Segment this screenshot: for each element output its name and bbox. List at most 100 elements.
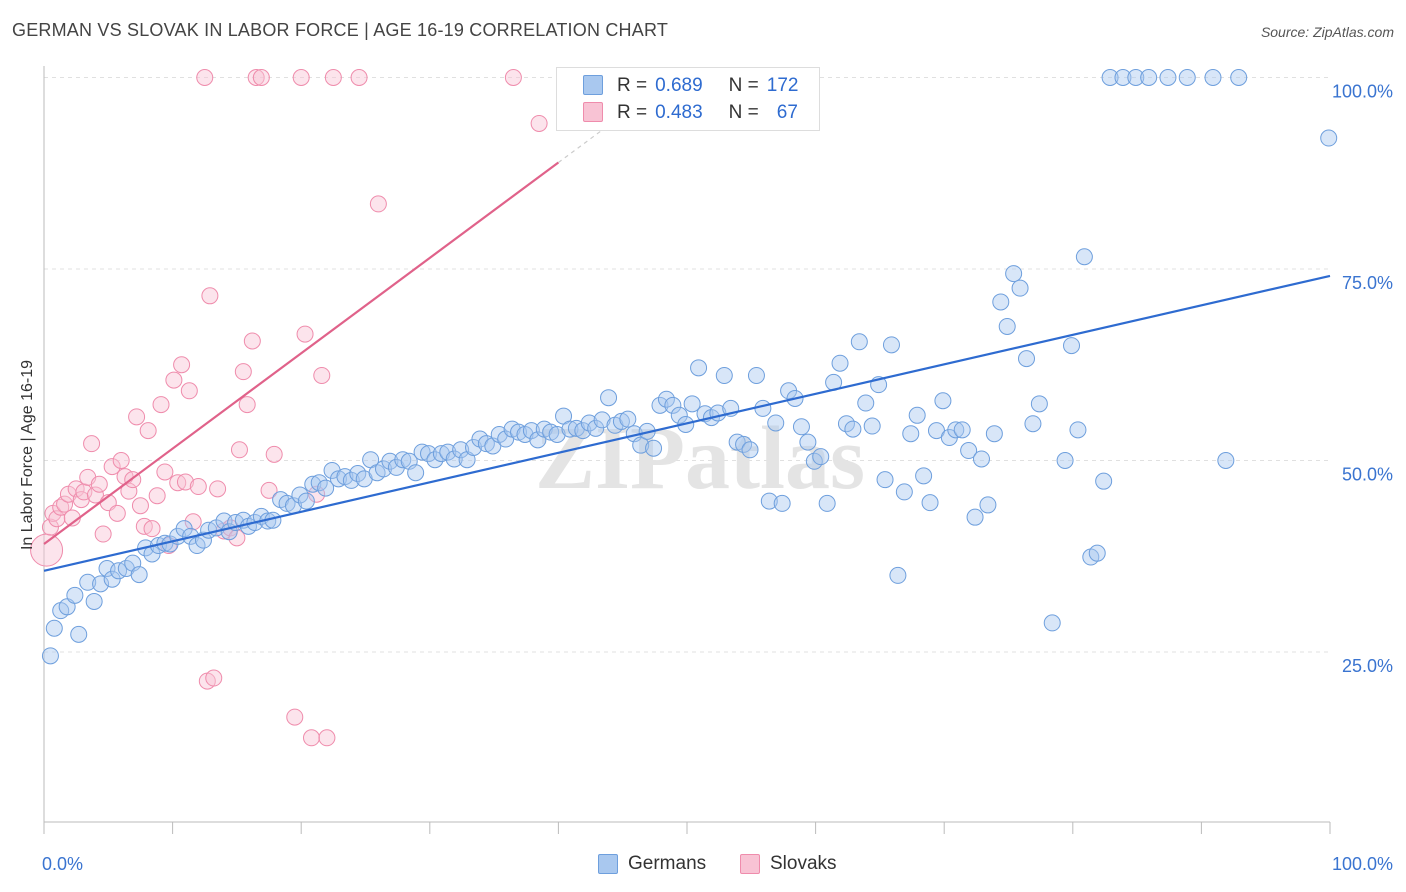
stats-legend: R = 0.689 N = 172 R = 0.483 N = 67 (556, 67, 820, 131)
slovaks-point (189, 478, 207, 496)
x-tick-label: 0.0% (42, 854, 83, 874)
germans-point (477, 435, 495, 453)
slovaks-legend-label: Slovaks (770, 853, 837, 874)
slovaks-point (243, 332, 261, 350)
germans-legend-swatch (598, 854, 618, 874)
slovaks-point (112, 452, 130, 469)
germans-point (992, 293, 1010, 311)
slovaks-point (41, 518, 59, 536)
germans-point (1063, 337, 1081, 355)
germans-point (103, 570, 121, 588)
germans-point (1230, 69, 1248, 86)
slovaks-point (103, 458, 121, 476)
germans-point (812, 448, 830, 466)
slovaks-point (165, 371, 183, 389)
slovaks-point (530, 114, 548, 132)
germans-point (529, 431, 547, 449)
germans-point (876, 471, 894, 489)
germans-point (863, 417, 881, 435)
slovaks-point (265, 445, 283, 463)
slovaks-point (196, 69, 214, 86)
germans-point (317, 479, 335, 497)
germans-point (1159, 69, 1177, 86)
legend-germans[interactable]: Germans (598, 851, 706, 877)
germans-point (754, 399, 772, 417)
y-tick-labels: 25.0% 50.0% 75.0% 100.0% (1332, 82, 1393, 677)
germans-point (85, 592, 103, 610)
germans-point (1011, 279, 1029, 297)
slovaks-trend-line (43, 161, 560, 545)
germans-point (548, 425, 566, 443)
x-tick-labels: 0.0% 100.0% (42, 854, 1393, 874)
slovaks-point (94, 525, 112, 543)
germans-r-label: R = (617, 75, 648, 96)
slovaks-point (48, 510, 66, 528)
germans-point (1140, 69, 1158, 86)
y-tick-label: 100.0% (1332, 82, 1393, 102)
germans-point (130, 566, 148, 584)
germans-point (632, 436, 650, 454)
germans-point (966, 508, 984, 526)
germans-point (657, 390, 675, 408)
germans-point (857, 394, 875, 412)
slovaks-point (173, 356, 191, 374)
germans-point (1043, 614, 1061, 632)
x-tick-label: 100.0% (1332, 854, 1393, 874)
germans-point (619, 410, 637, 428)
germans-point (960, 442, 978, 460)
slovaks-point (318, 729, 336, 747)
germans-point (66, 586, 84, 604)
slovaks-point (131, 497, 149, 515)
germans-point (465, 438, 483, 456)
watermark: ZIPatlas (535, 409, 865, 508)
germans-point (921, 494, 939, 512)
germans-point (510, 423, 528, 441)
germans-point (651, 396, 669, 414)
germans-point (985, 425, 1003, 443)
germans-point (1056, 452, 1074, 469)
slovaks-n-label: N = (728, 102, 759, 123)
germans-point (1127, 69, 1145, 86)
germans-point (278, 494, 296, 512)
germans-point (998, 317, 1016, 335)
germans-point (329, 470, 347, 488)
y-tick-label: 75.0% (1342, 273, 1393, 293)
germans-point (1095, 472, 1113, 490)
y-tick-label: 25.0% (1342, 656, 1393, 676)
slovaks-point (247, 69, 265, 86)
germans-point (452, 441, 470, 459)
germans-trend-line (43, 274, 1331, 572)
trend-lines (43, 128, 1331, 572)
source-label: Source: ZipAtlas.com (1260, 24, 1394, 40)
germans-point (902, 425, 920, 443)
germans-swatch (583, 75, 603, 95)
slovaks-point (120, 482, 138, 500)
germans-point (439, 443, 457, 461)
germans-point (1178, 69, 1196, 86)
germans-n-label: N = (728, 75, 759, 96)
germans-point (741, 441, 759, 459)
germans-point (522, 422, 540, 440)
germans-point (79, 573, 97, 591)
slovaks-n-value: 67 (776, 102, 798, 123)
slovaks-point (180, 382, 198, 400)
germans-point (715, 366, 733, 384)
germans-point (45, 619, 63, 637)
germans-point (972, 450, 990, 468)
germans-point (291, 486, 309, 504)
germans-point (612, 412, 630, 430)
germans-point (850, 333, 868, 351)
germans-point (670, 406, 688, 424)
slovaks-point (286, 708, 304, 726)
germans-point (683, 395, 701, 413)
germans-point (747, 366, 765, 384)
slovaks-point (230, 441, 248, 459)
slovaks-point (176, 473, 194, 491)
germans-point (690, 359, 708, 377)
germans-point (728, 433, 746, 451)
germans-point (947, 421, 965, 439)
legend-slovaks[interactable]: Slovaks (740, 851, 837, 877)
germans-point (831, 354, 849, 372)
germans-point (1075, 248, 1093, 266)
